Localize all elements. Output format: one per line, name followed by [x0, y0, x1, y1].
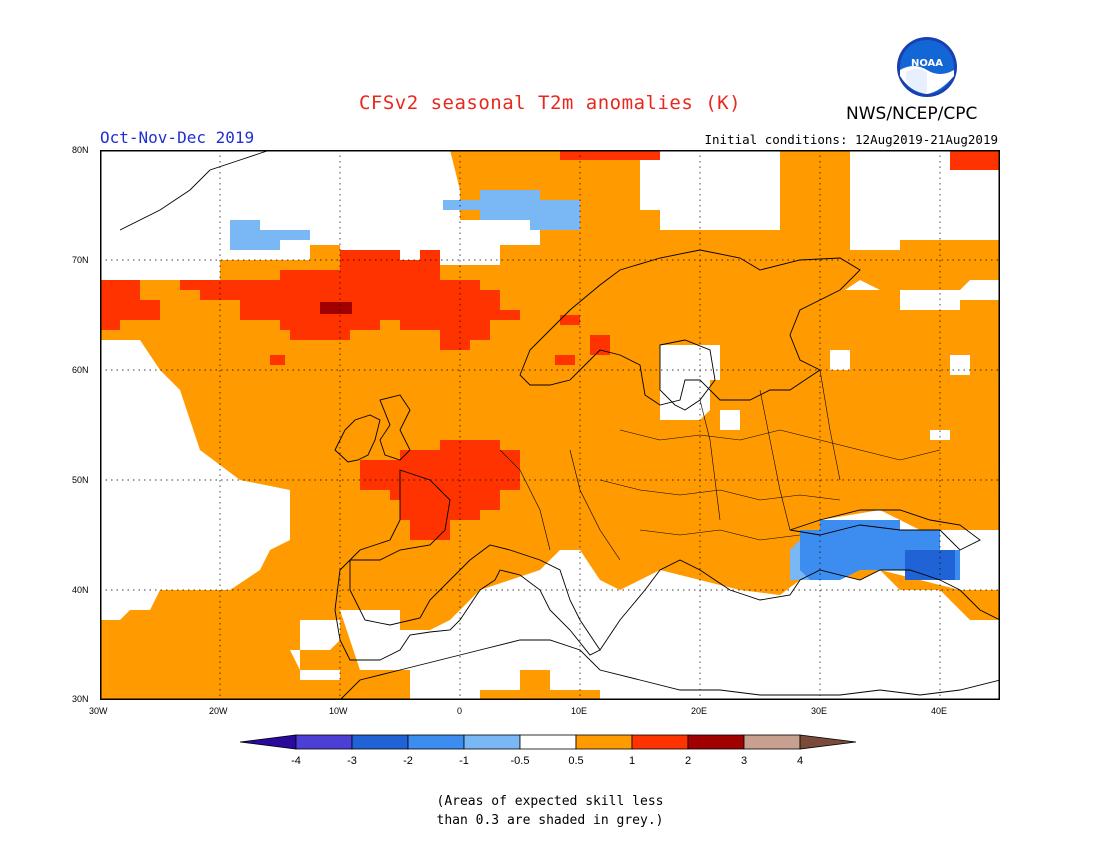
colorbar-swatch: [575, 734, 633, 750]
lightblue-north-atlantic: [230, 220, 310, 250]
colorbar-swatch: [687, 734, 745, 750]
neutral-arctic-ne-a: [640, 150, 780, 230]
colorbar-label: 1: [629, 755, 635, 767]
colorbar-swatch: [351, 734, 409, 750]
lat-tick-40n: 40N: [72, 585, 89, 595]
neutral-small-2: [950, 355, 970, 375]
colorbar-swatch: [743, 734, 801, 750]
coast-north-africa: [339, 639, 1000, 700]
neutral-atlantic-west: [100, 340, 290, 610]
lat-tick-80n: 80N: [72, 145, 89, 155]
red-small-norway-a: [560, 315, 580, 325]
skill-note: (Areas of expected skill less than 0.3 a…: [0, 792, 1100, 830]
neutral-small-4: [560, 650, 580, 670]
coast-balkans-turkey: [599, 559, 1000, 651]
colorbar-swatch-high-end: [799, 734, 857, 750]
season-label: Oct-Nov-Dec 2019: [100, 128, 255, 147]
neutral-small-1: [830, 350, 850, 370]
neutral-small-3: [930, 430, 950, 440]
map-frame: [100, 150, 1000, 700]
colorbar-swatches: [240, 734, 857, 750]
neutral-mediterranean: [340, 550, 1000, 700]
colorbar-label: 2: [685, 755, 691, 767]
skill-note-line-1: (Areas of expected skill less: [436, 794, 664, 809]
colorbar-swatch: [295, 734, 353, 750]
logo-text: NOAA: [911, 58, 943, 69]
red-small-1: [270, 355, 285, 365]
lon-tick-40e: 40E: [931, 706, 948, 716]
colorbar-label: -0.5: [511, 755, 530, 767]
lat-tick-60n: 60N: [72, 365, 89, 375]
lat-tick-50n: 50N: [72, 475, 89, 485]
coast-iceland-greenland: [119, 150, 271, 231]
coast-britain: [379, 394, 411, 461]
coast-ireland-uk: [334, 414, 381, 463]
neutral-small-5: [720, 410, 740, 430]
red-arctic-ne: [950, 150, 1000, 170]
coast-black-sea: [789, 509, 981, 551]
colorbar-label: -1: [459, 755, 469, 767]
neutral-barents: [845, 280, 1000, 310]
neutral-sw-patch: [290, 620, 340, 680]
colorbar-swatch: [519, 734, 577, 750]
lon-tick-30e: 30E: [811, 706, 828, 716]
colorbar-swatch: [463, 734, 521, 750]
colorbar-label: -3: [347, 755, 357, 767]
neutral-arctic-ne-b: [850, 150, 1000, 250]
coast-western-europe: [334, 469, 601, 661]
skill-note-line-2: than 0.3 are shaded in grey.): [436, 813, 664, 828]
lightblue-svalbard-sea: [443, 190, 580, 230]
gridlines: [100, 150, 1000, 700]
colorbar-swatch: [631, 734, 689, 750]
anomaly-map: [100, 150, 1000, 700]
coastlines: [100, 150, 1000, 700]
lon-tick-10w: 10W: [329, 706, 348, 716]
colorbar-label: 0.5: [568, 755, 583, 767]
coast-scandinavia: [519, 249, 861, 406]
agency-label: NWS/NCEP/CPC: [846, 104, 978, 124]
lon-tick-10e: 10E: [571, 706, 588, 716]
anomaly-neg-2-3-regions: [905, 550, 955, 580]
colorbar-label: -2: [403, 755, 413, 767]
anomaly-2-3-patch: [320, 302, 352, 314]
initial-conditions-label: Initial conditions: 12Aug2019-21Aug2019: [704, 132, 999, 147]
neutral-sw-corner: [100, 600, 140, 695]
red-small-norway-c: [590, 335, 610, 355]
red-arctic-north: [560, 150, 660, 160]
colorbar-label: 3: [741, 755, 747, 767]
lon-tick-20w: 20W: [209, 706, 228, 716]
lon-tick-0: 0: [457, 706, 463, 716]
darkblue-caspian-area: [905, 550, 955, 580]
colorbar-labels: -4 -3 -2 -1 -0.5 0.5 1 2 3 4: [291, 755, 803, 767]
colorbar-label: 4: [797, 755, 803, 767]
colorbar: -4 -3 -2 -1 -0.5 0.5 1 2 3 4: [240, 734, 857, 767]
red-small-norway-b: [555, 355, 575, 365]
red-north-atlantic: [180, 250, 520, 350]
colorbar-label: -4: [291, 755, 301, 767]
lon-tick-20e: 20E: [691, 706, 708, 716]
lat-tick-70n: 70N: [72, 255, 89, 265]
country-borders: [499, 369, 941, 561]
red-west-edge: [100, 280, 160, 330]
colorbar-swatch-low-end: [240, 734, 297, 750]
noaa-logo: NOAA: [896, 36, 958, 102]
neutral-north-atlantic: [100, 150, 540, 280]
lon-tick-30w: 30W: [89, 706, 108, 716]
lat-tick-30n: 30N: [72, 694, 89, 704]
chart-title: CFSv2 seasonal T2m anomalies (K): [358, 92, 742, 114]
colorbar-swatch: [407, 734, 465, 750]
